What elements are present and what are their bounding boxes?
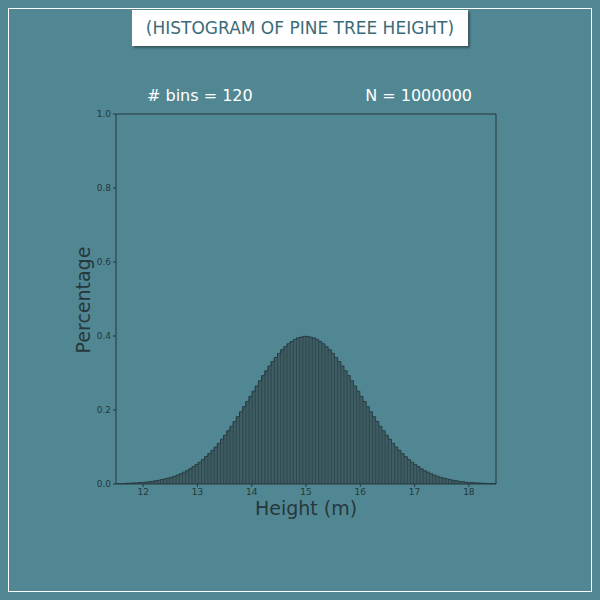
svg-text:18: 18 bbox=[463, 487, 475, 497]
html-text:Height (m): Height (m) bbox=[254, 497, 358, 519]
svg-text:0.4: 0.4 bbox=[97, 331, 112, 341]
html-text:# bins = 120: # bins = 120 bbox=[147, 86, 253, 105]
svg-text:0.8: 0.8 bbox=[97, 183, 112, 193]
svg-text:14: 14 bbox=[246, 487, 258, 497]
html-text:(HISTOGRAM OF PINE TREE HEIGHT: (HISTOGRAM OF PINE TREE HEIGHT) bbox=[145, 18, 455, 38]
svg-text:13: 13 bbox=[192, 487, 203, 497]
svg-text:0.2: 0.2 bbox=[97, 405, 111, 415]
svg-text:16: 16 bbox=[355, 487, 367, 497]
svg-text:12: 12 bbox=[137, 487, 148, 497]
html-text:N = 1000000: N = 1000000 bbox=[365, 86, 472, 105]
svg-text:0.0: 0.0 bbox=[97, 479, 112, 489]
svg-text:0.6: 0.6 bbox=[97, 257, 112, 267]
svg-text:1.0: 1.0 bbox=[97, 109, 112, 119]
html-text:Percentage: Percentage bbox=[72, 246, 94, 354]
svg-text:17: 17 bbox=[409, 487, 420, 497]
svg-text:15: 15 bbox=[300, 487, 311, 497]
